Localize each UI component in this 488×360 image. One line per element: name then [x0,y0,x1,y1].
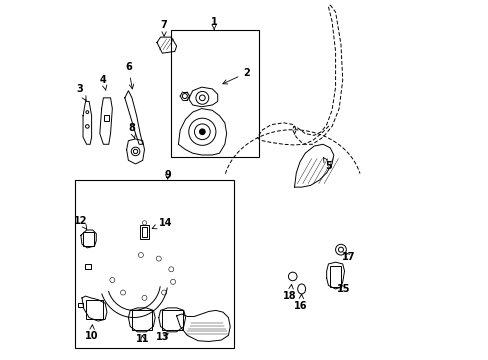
Text: 10: 10 [85,325,98,342]
Circle shape [199,129,205,135]
Text: 12: 12 [74,216,87,229]
Bar [162,310,183,330]
Bar [140,225,149,239]
Text: 17: 17 [342,252,355,262]
Text: 3: 3 [76,84,86,100]
Text: 13: 13 [155,332,169,342]
Text: 11: 11 [136,334,149,344]
Text: 6: 6 [125,63,134,89]
Bar [83,232,94,246]
Text: 18: 18 [283,284,296,301]
Text: 4: 4 [100,75,106,90]
Text: 9: 9 [164,170,171,180]
Bar [104,114,108,121]
Text: 16: 16 [294,294,307,311]
Text: 15: 15 [336,284,350,294]
Text: 1: 1 [210,17,217,30]
Bar [85,264,91,269]
Text: 14: 14 [152,218,172,229]
Text: 7: 7 [161,19,167,36]
Bar [329,266,340,287]
Bar [171,30,258,157]
Text: 2: 2 [223,68,249,84]
Bar [85,300,103,319]
Bar [142,227,147,237]
Bar [132,310,151,330]
Text: 8: 8 [128,123,135,139]
Text: 5: 5 [323,158,331,171]
Bar [78,302,82,307]
Bar [75,180,233,348]
